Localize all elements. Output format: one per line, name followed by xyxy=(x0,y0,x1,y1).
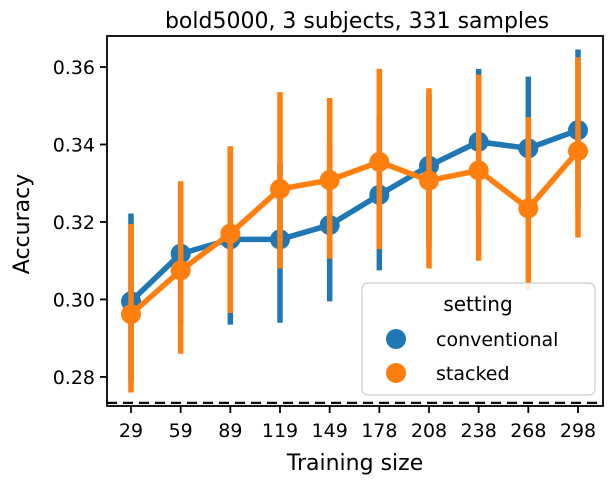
data-point-stacked xyxy=(419,170,439,191)
y-axis-label: Accuracy xyxy=(10,174,35,274)
x-axis-label: Training size xyxy=(286,451,423,476)
data-point-stacked xyxy=(319,170,340,191)
data-point-stacked xyxy=(369,151,390,172)
chart-title: bold5000, 3 subjects, 331 samples xyxy=(165,9,549,34)
data-point-stacked xyxy=(568,141,588,162)
series-line-stacked xyxy=(128,148,581,317)
legend-label-stacked: stacked xyxy=(436,363,510,385)
y-tick-label: 0.30 xyxy=(53,289,95,311)
data-point-stacked xyxy=(121,304,141,325)
x-tick-label: 268 xyxy=(510,420,546,442)
data-point-stacked xyxy=(518,198,539,219)
data-point-stacked xyxy=(468,160,489,181)
legend: setting conventional stacked xyxy=(361,282,596,396)
x-tick-label: 119 xyxy=(262,420,298,442)
x-tick-label: 208 xyxy=(411,420,447,442)
x-tick-label: 29 xyxy=(119,420,143,442)
y-axis: 0.28 0.30 0.32 0.34 0.36 xyxy=(53,57,107,389)
legend-label-conventional: conventional xyxy=(436,329,558,351)
y-tick-label: 0.28 xyxy=(53,367,95,389)
x-tick-label: 149 xyxy=(312,420,348,442)
x-tick-label: 178 xyxy=(361,420,397,442)
plot-frame xyxy=(106,35,604,407)
x-tick-label: 238 xyxy=(461,420,497,442)
data-point-stacked xyxy=(220,223,241,244)
series-stacked xyxy=(121,57,588,393)
x-tick-label: 59 xyxy=(169,420,193,442)
legend-marker-conventional xyxy=(386,329,406,349)
legend-marker-stacked xyxy=(386,363,406,383)
data-point-stacked xyxy=(270,179,290,200)
y-tick-label: 0.34 xyxy=(53,134,95,156)
y-tick-label: 0.36 xyxy=(53,57,95,79)
data-point-stacked xyxy=(170,260,191,281)
legend-title: setting xyxy=(443,292,512,316)
x-tick-label: 89 xyxy=(218,420,242,442)
plot-area xyxy=(121,49,588,393)
x-axis: 29 59 89 119 149 178 208 238 268 298 xyxy=(119,406,596,442)
series-line-conventional xyxy=(128,127,581,305)
legend-box xyxy=(361,282,596,396)
x-tick-label: 298 xyxy=(560,420,596,442)
y-tick-label: 0.32 xyxy=(53,212,95,234)
